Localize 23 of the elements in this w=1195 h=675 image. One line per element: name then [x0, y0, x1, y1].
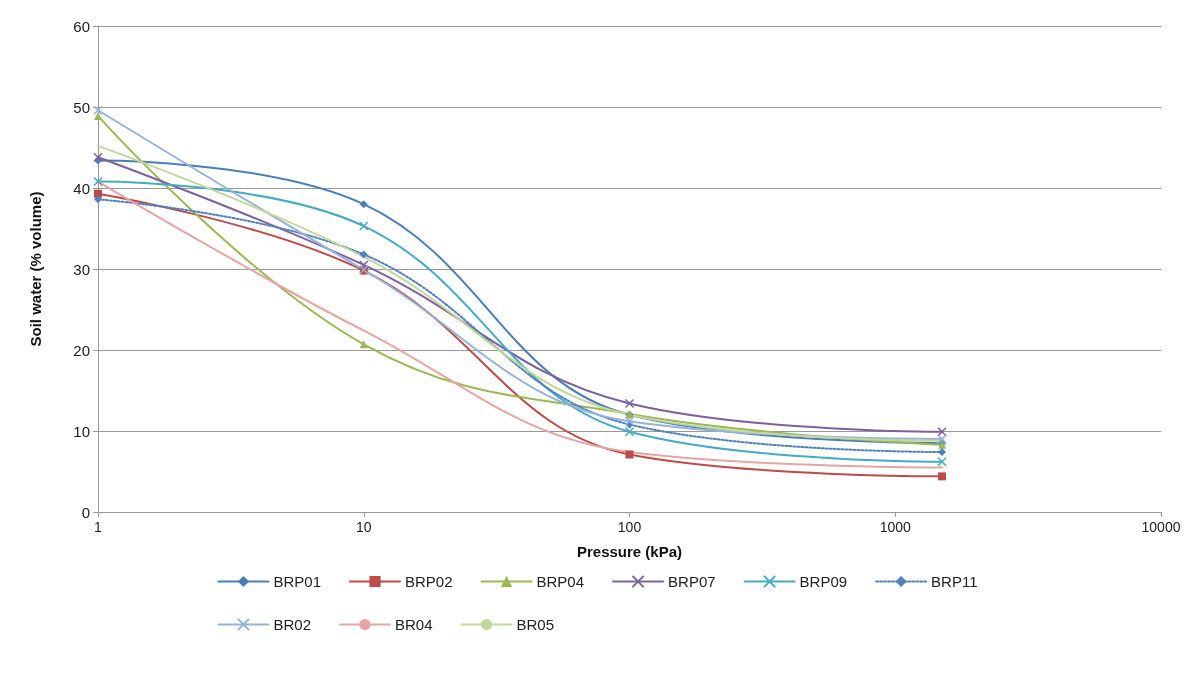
- x-tick-label: 1: [94, 519, 103, 535]
- legend-label: BRP02: [405, 573, 453, 590]
- x-tick-label: 10000: [1141, 519, 1181, 535]
- y-axis-title: Soil water (% volume): [27, 191, 44, 347]
- legend-label: BRP01: [273, 573, 322, 590]
- y-tick-label: 60: [73, 17, 90, 35]
- legend-label: BR05: [516, 616, 555, 633]
- legend-label: BRP11: [931, 573, 978, 590]
- legend-label: BRP04: [536, 573, 585, 590]
- x-tick-label: 1000: [879, 519, 912, 535]
- y-tick-label: 10: [73, 422, 90, 440]
- x-tick-label: 10: [355, 519, 372, 535]
- x-tick-label: 100: [617, 519, 642, 535]
- legend-label: BRP07: [668, 573, 716, 590]
- y-tick-label: 40: [73, 179, 90, 197]
- x-axis-title: Pressure (kPa): [576, 543, 683, 560]
- legend-label: BR02: [273, 616, 312, 633]
- legend-label: BR04: [395, 616, 433, 633]
- y-tick-label: 0: [81, 503, 90, 521]
- y-tick-label: 50: [73, 98, 90, 116]
- y-tick-label: 30: [73, 260, 90, 278]
- legend-label: BRP09: [799, 573, 848, 590]
- y-tick-label: 20: [73, 341, 90, 359]
